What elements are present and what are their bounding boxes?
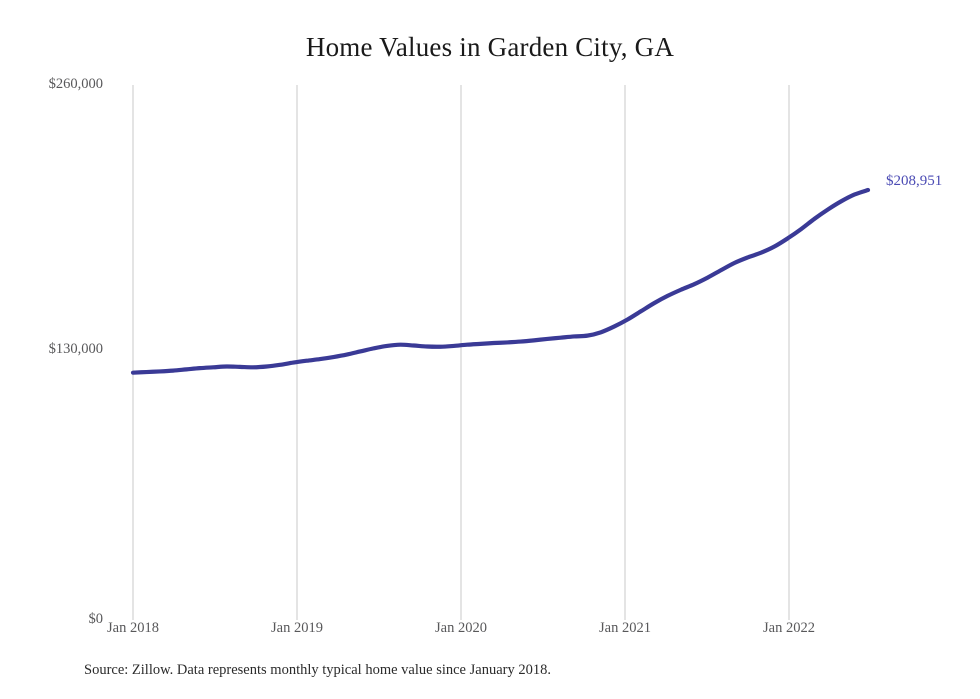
home-value-line-series bbox=[130, 187, 871, 375]
gridlines bbox=[132, 85, 790, 620]
x-axis-tick-label-4: Jan 2022 bbox=[763, 620, 815, 636]
end-value-data-label: $208,951 bbox=[886, 173, 943, 189]
x-axis-tick-label-3: Jan 2021 bbox=[599, 620, 651, 636]
x-axis-tick-label-1: Jan 2019 bbox=[271, 620, 323, 636]
y-axis-tick-label-top: $260,000 bbox=[48, 76, 103, 92]
source-note: Source: Zillow. Data represents monthly … bbox=[84, 662, 551, 678]
chart-title: Home Values in Garden City, GA bbox=[305, 32, 675, 62]
y-axis-tick-label-zero: $0 bbox=[88, 611, 104, 627]
y-axis-tick-label-mid: $130,000 bbox=[48, 341, 103, 357]
x-axis-tick-label-2: Jan 2020 bbox=[435, 620, 487, 636]
x-axis-tick-label-0: Jan 2018 bbox=[107, 620, 159, 636]
